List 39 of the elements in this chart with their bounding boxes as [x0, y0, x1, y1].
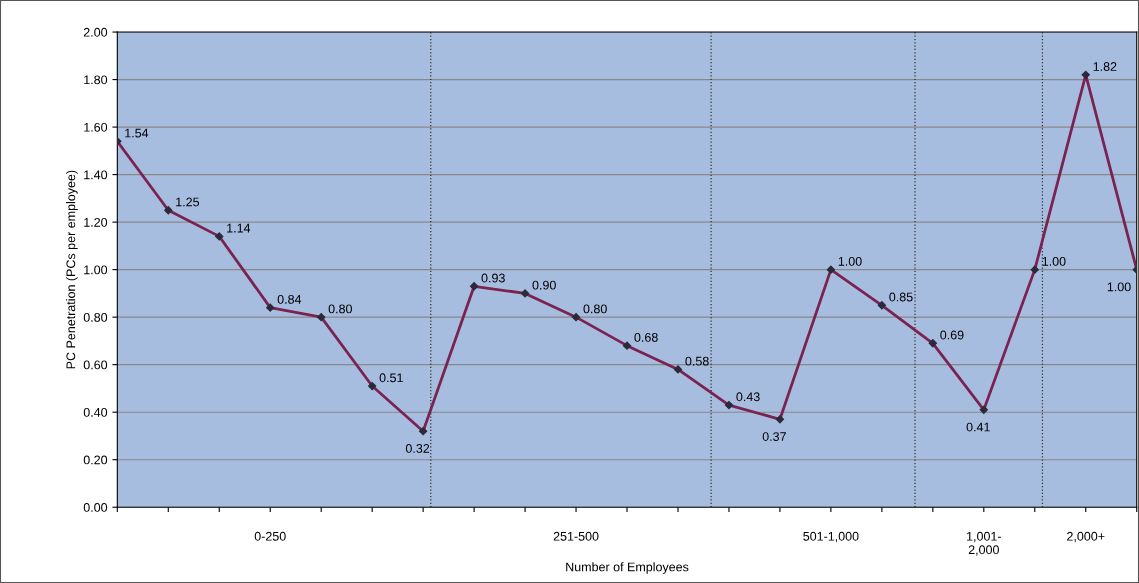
data-label: 0.37	[762, 432, 786, 441]
y-tick-label: 1.80	[84, 75, 108, 85]
x-tick-label: 2,000+	[1067, 531, 1105, 543]
data-label: 0.51	[379, 373, 403, 383]
data-label: 0.80	[328, 304, 352, 314]
data-label: 0.69	[940, 330, 964, 340]
x-tick-label: 501-1,000	[803, 531, 859, 543]
y-tick-label: 0.40	[83, 407, 108, 417]
y-tick-label: 0.20	[83, 455, 108, 465]
y-axis-title: PC Penetration (PCs per employee)	[66, 170, 78, 369]
data-label: 0.43	[736, 392, 760, 402]
data-label: 0.84	[277, 294, 302, 304]
y-tick-label: 0.60	[83, 360, 108, 370]
x-tick-label: 0-250	[254, 531, 286, 541]
data-label: 0.68	[634, 332, 658, 342]
x-axis-title: Number of Employees	[566, 562, 689, 574]
data-label: 0.32	[405, 444, 430, 453]
data-label: 0.93	[481, 273, 505, 283]
y-tick-label: 1.40	[84, 170, 108, 180]
data-label: 0.85	[889, 292, 913, 302]
data-label: 0.41	[966, 422, 990, 432]
y-tick-label: 0.80	[83, 312, 108, 322]
data-label: 1.00	[1042, 256, 1066, 266]
y-tick-label: 0.00	[83, 503, 108, 512]
data-label: 0.90	[532, 280, 556, 290]
x-tick-label: 1,001- 2,000	[967, 531, 1001, 556]
y-tick-label: 1.00	[84, 265, 108, 275]
data-label: 1.00	[838, 256, 862, 266]
y-tick-label: 1.20	[84, 217, 108, 227]
data-label: 1.54	[125, 128, 149, 138]
x-tick-label: 251-500	[553, 531, 599, 541]
data-label: 0.58	[685, 356, 709, 366]
y-tick-label: 1.60	[84, 122, 108, 132]
data-label: 1.82	[1093, 62, 1117, 71]
data-label: 1.25	[176, 197, 200, 207]
y-tick-label: 2.00	[83, 27, 108, 37]
data-label: 0.80	[583, 304, 607, 314]
data-label: 1.00	[1107, 282, 1131, 292]
data-label: 1.14	[227, 223, 251, 233]
